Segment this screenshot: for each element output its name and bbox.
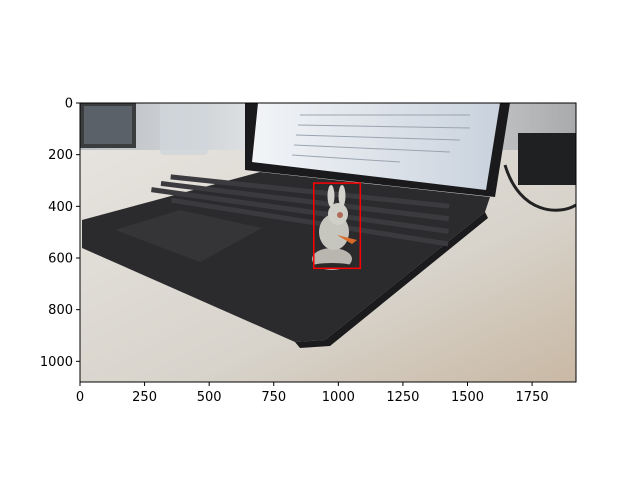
x-tick-label: 1750 (516, 390, 549, 405)
y-tick-label: 200 (48, 148, 73, 163)
keys (151, 174, 450, 247)
bounding-box (313, 182, 362, 270)
laptop-screen (252, 103, 500, 190)
x-tick-label: 750 (261, 390, 286, 405)
trackpad (115, 210, 262, 262)
screen-text (291, 114, 471, 163)
x-tick-label: 1500 (451, 390, 484, 405)
y-tick-label: 0 (65, 97, 73, 112)
photo (80, 103, 576, 382)
x-tick-label: 500 (197, 390, 222, 405)
axes-frame (79, 102, 577, 383)
y-tick-label: 800 (48, 303, 73, 318)
background-device (518, 133, 576, 185)
x-axis: 0 250 500 750 1000 1250 1500 1750 (76, 382, 549, 405)
glass (160, 103, 208, 155)
y-axis: 0 200 400 600 800 1000 (40, 97, 80, 370)
y-tick-label: 600 (48, 252, 73, 267)
bunny-figurine (312, 185, 357, 270)
x-tick-label: 1250 (386, 390, 419, 405)
y-tick-label: 1000 (40, 355, 73, 370)
x-tick-label: 0 (76, 390, 84, 405)
x-tick-label: 1000 (322, 390, 355, 405)
x-tick-label: 250 (132, 390, 157, 405)
y-tick-label: 400 (48, 200, 73, 215)
